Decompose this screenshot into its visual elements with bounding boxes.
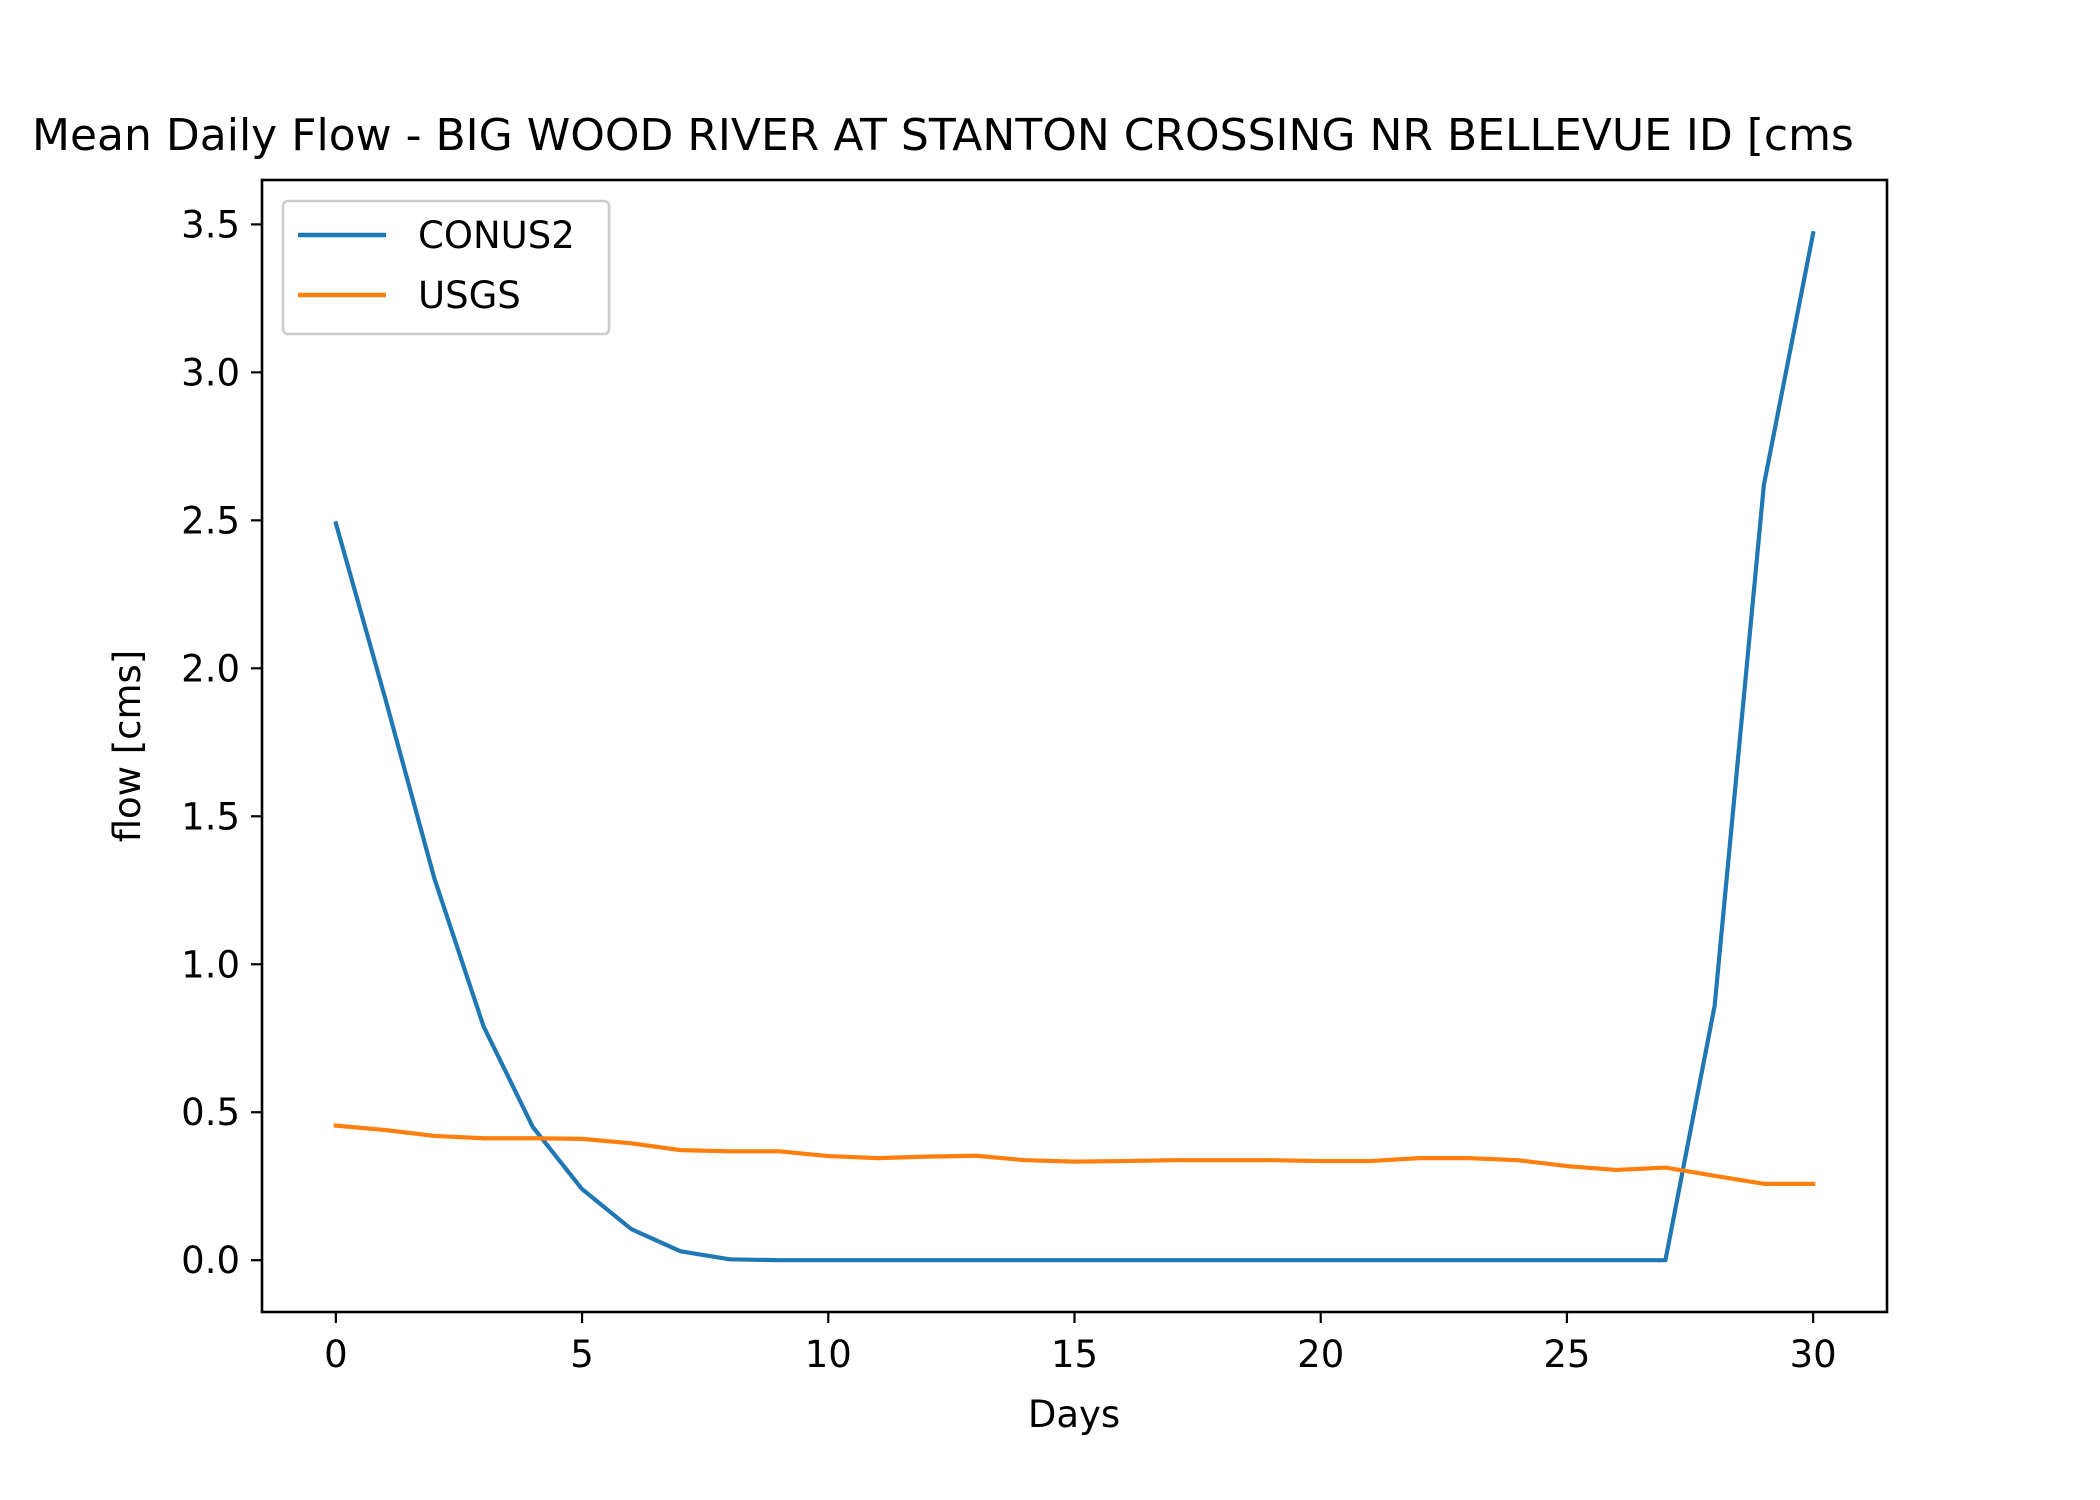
legend: CONUS2 USGS <box>281 199 611 336</box>
x-tick-label: 10 <box>805 1333 852 1376</box>
y-tick-label: 1.5 <box>181 795 240 838</box>
y-tick-label: 2.0 <box>181 647 240 690</box>
x-tick-label: 30 <box>1790 1333 1837 1376</box>
legend-label-usgs: USGS <box>418 274 521 317</box>
series-line-usgs <box>333 1123 1816 1186</box>
y-tick-label: 1.0 <box>181 943 240 986</box>
y-tick-label: 0.5 <box>181 1091 240 1134</box>
x-tick-label: 15 <box>1051 1333 1098 1376</box>
series-layer <box>333 230 1816 1263</box>
y-axis-label: flow [cms] <box>106 650 149 843</box>
chart-title: Mean Daily Flow - BIG WOOD RIVER AT STAN… <box>32 110 1854 161</box>
y-tick-label: 2.5 <box>181 499 240 542</box>
y-axis-ticks: 0.0 0.5 1.0 1.5 2.0 2.5 3.0 3.5 <box>181 203 262 1282</box>
series-line-conus2 <box>333 230 1816 1263</box>
x-tick-label: 20 <box>1297 1333 1344 1376</box>
x-axis-label: Days <box>1028 1393 1120 1436</box>
y-tick-label: 3.5 <box>181 203 240 246</box>
x-tick-label: 5 <box>570 1333 594 1376</box>
y-tick-label: 3.0 <box>181 351 240 394</box>
x-tick-label: 25 <box>1543 1333 1590 1376</box>
y-tick-label: 0.0 <box>181 1239 240 1282</box>
legend-label-conus2: CONUS2 <box>418 214 575 257</box>
x-axis-ticks: 0 5 10 15 20 25 30 <box>324 1312 1837 1376</box>
x-tick-label: 0 <box>324 1333 348 1376</box>
